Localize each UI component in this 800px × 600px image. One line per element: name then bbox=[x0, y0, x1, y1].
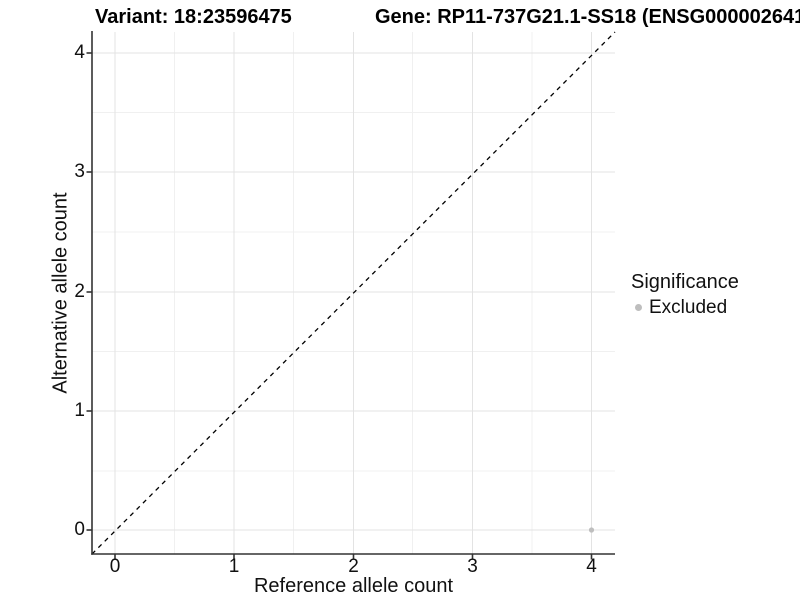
excluded-key-dot-icon bbox=[635, 304, 642, 311]
y-tick-label-3: 3 bbox=[74, 161, 85, 182]
x-tick-label-0: 0 bbox=[109, 556, 121, 577]
legend-title: Significance bbox=[631, 271, 739, 293]
tick-marks bbox=[86, 52, 593, 560]
gene-title: Gene: RP11-737G21.1-SS18 (ENSG000002641 bbox=[375, 6, 800, 28]
legend-item-excluded: Excluded bbox=[631, 296, 739, 319]
data-point bbox=[588, 527, 595, 533]
y-tick-label-2: 2 bbox=[74, 281, 85, 302]
legend: Significance Excluded bbox=[631, 270, 739, 319]
x-tick-label-2: 2 bbox=[348, 556, 359, 577]
y-tick-label-1: 1 bbox=[74, 400, 85, 421]
y-tick-label-0: 0 bbox=[74, 519, 85, 540]
legend-item-label: Excluded bbox=[649, 297, 728, 318]
variant-title: Variant: 18:23596475 bbox=[95, 6, 292, 28]
identity-reference-line bbox=[91, 31, 616, 555]
y-tick-label-4: 4 bbox=[74, 42, 85, 63]
x-axis-title: Reference allele count bbox=[253, 575, 453, 597]
y-axis-title: Alternative allele count bbox=[49, 192, 72, 394]
x-tick-label-3: 3 bbox=[467, 556, 478, 577]
x-tick-label-4: 4 bbox=[586, 556, 597, 577]
x-tick-label-1: 1 bbox=[228, 556, 240, 577]
grid-major-lines bbox=[92, 32, 615, 554]
